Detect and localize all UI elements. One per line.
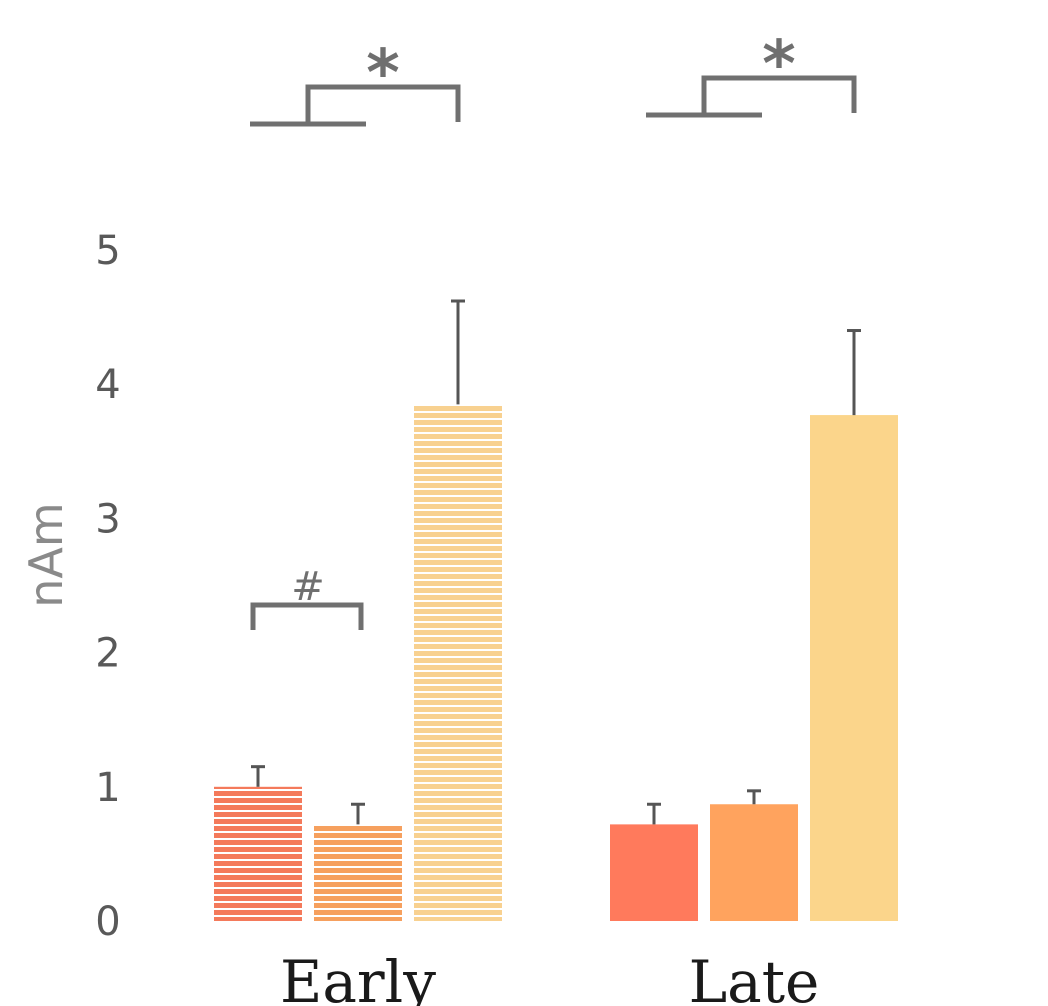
significance-hash: #	[291, 564, 325, 610]
y-tick-label: 1	[95, 765, 120, 811]
bar-early-1	[214, 786, 302, 921]
x-axis-labels: Early Late	[280, 948, 819, 1006]
x-label-early: Early	[280, 948, 436, 1006]
significance-annotations: * * #	[250, 28, 857, 630]
y-tick-label: 5	[95, 228, 120, 274]
significance-star: *	[762, 28, 795, 102]
x-label-late: Late	[689, 948, 820, 1006]
hash-bracket	[250, 602, 364, 630]
bar-late-3	[810, 415, 898, 921]
bar-early-2	[314, 824, 402, 921]
significance-star: *	[366, 37, 399, 111]
y-tick-label: 0	[95, 899, 120, 945]
comparison-bracket	[701, 75, 857, 115]
y-axis-ticks: 0 1 2 3 4 5	[95, 228, 120, 945]
y-tick-label: 4	[95, 362, 120, 408]
y-axis-label: nAm	[19, 502, 73, 607]
bars	[214, 299, 898, 922]
y-tick-label: 2	[95, 631, 120, 677]
y-tick-label: 3	[95, 496, 120, 542]
bar-early-3	[414, 404, 502, 922]
bar-late-2	[710, 804, 798, 921]
comparison-bracket	[305, 84, 461, 124]
bar-late-1	[610, 824, 698, 921]
